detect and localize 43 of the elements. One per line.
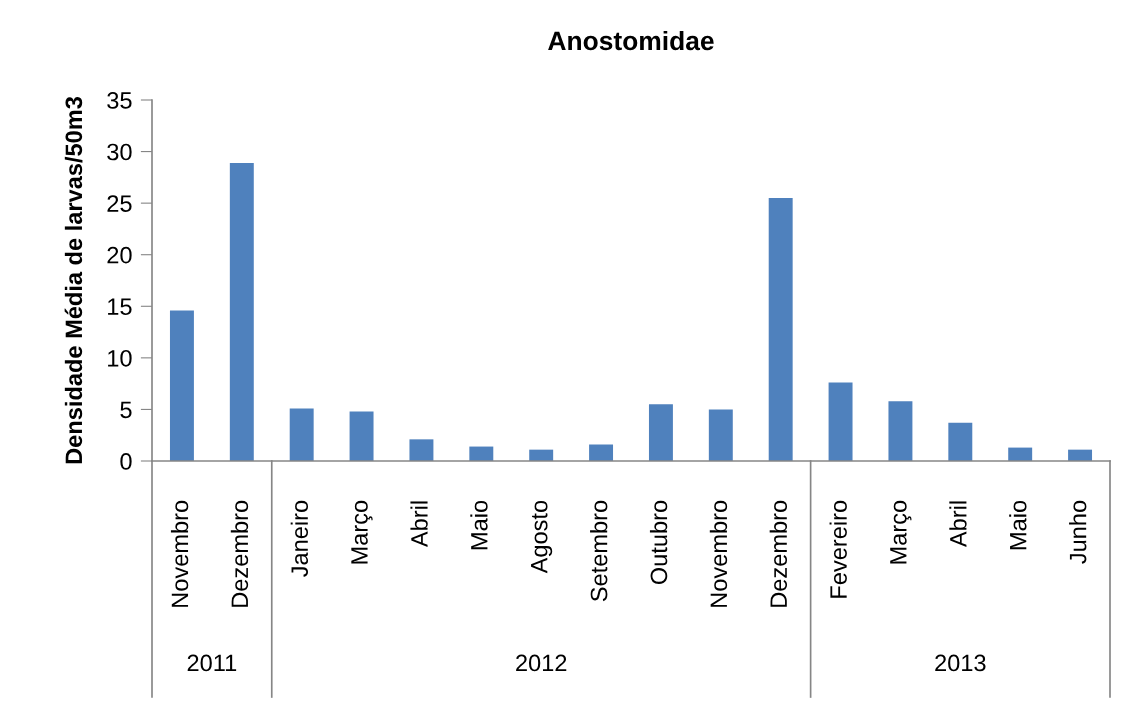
x-tick-label: Dezembro bbox=[230, 500, 249, 607]
chart-title: Anostomidae bbox=[548, 30, 714, 51]
bar bbox=[469, 446, 494, 461]
bar bbox=[768, 197, 793, 461]
bar bbox=[888, 401, 913, 461]
x-tick-label: Junho bbox=[1069, 500, 1087, 564]
x-tick-label: Março bbox=[890, 500, 912, 564]
bar bbox=[828, 382, 853, 461]
x-tick-label: Novembro bbox=[709, 500, 728, 607]
bar bbox=[229, 162, 254, 461]
text: 2011 bbox=[187, 654, 237, 672]
x-tick-label: Setembro bbox=[590, 500, 608, 602]
y-tick-label: 20 bbox=[107, 246, 132, 264]
y-tick-label: 15 bbox=[108, 298, 132, 316]
y-tick-label: 25 bbox=[107, 195, 132, 212]
y-tick-label: 10 bbox=[108, 349, 132, 367]
bar bbox=[589, 444, 614, 461]
x-tick-label: Janeiro bbox=[290, 500, 309, 577]
y-tick-label: 5 bbox=[120, 401, 132, 419]
bar bbox=[289, 408, 314, 461]
x-tick-label: Outubro bbox=[649, 500, 668, 585]
bar bbox=[1008, 447, 1033, 461]
x-tick-label: Novembro bbox=[170, 500, 189, 607]
x-tick-label: Abril bbox=[410, 501, 428, 548]
y-tick-label: 35 bbox=[107, 92, 132, 109]
x-tick-label: Maio bbox=[1009, 500, 1027, 550]
bar bbox=[349, 411, 374, 461]
x-tick-label: Abril bbox=[949, 501, 967, 548]
bar bbox=[409, 439, 434, 461]
y-axis-title: Densidade Média de larvas/50m3 bbox=[64, 96, 83, 464]
x-tick-label: Maio bbox=[470, 500, 488, 550]
bar bbox=[708, 409, 733, 461]
bar bbox=[648, 404, 673, 461]
x-tick-label: Fevereiro bbox=[829, 500, 847, 598]
x-tick-label: Agosto bbox=[531, 500, 553, 574]
bar bbox=[169, 310, 194, 461]
text: 2013 bbox=[935, 654, 986, 672]
x-tick-label: Dezembro bbox=[769, 500, 788, 607]
y-tick-label: 0 bbox=[120, 453, 132, 470]
y-tick-label: 30 bbox=[107, 143, 132, 161]
x-tick-label: Março bbox=[351, 500, 373, 564]
bar bbox=[948, 422, 973, 461]
text: 2012 bbox=[516, 654, 567, 672]
